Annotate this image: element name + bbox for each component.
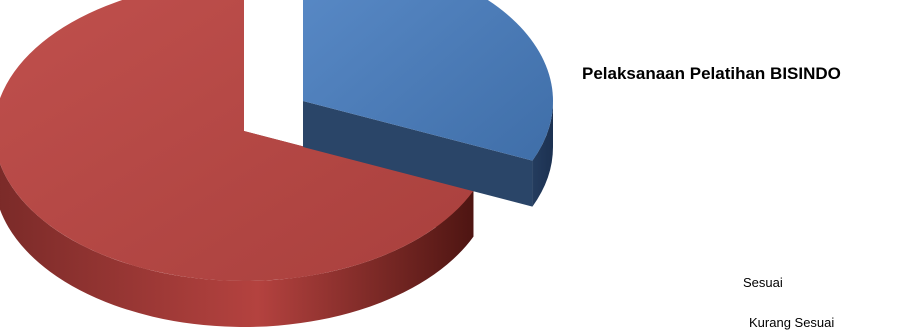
slice-kurang-sesuai	[0, 0, 474, 327]
slice-top	[0, 0, 474, 281]
slice-side	[0, 163, 474, 327]
slice-side	[532, 101, 553, 207]
legend-item-kurang-sesuai: Kurang Sesuai	[749, 315, 835, 330]
chart-title: Pelaksanaan Pelatihan BISINDO	[582, 64, 841, 83]
slice-sesuai	[303, 0, 553, 207]
legend-item-sesuai: Sesuai	[743, 275, 783, 290]
slice-wall-1	[303, 101, 533, 207]
slice-top	[303, 0, 553, 161]
